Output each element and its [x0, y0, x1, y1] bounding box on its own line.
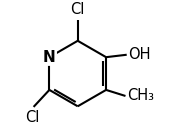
Text: CH₃: CH₃ — [127, 88, 154, 104]
Text: OH: OH — [128, 47, 150, 62]
Text: N: N — [43, 50, 56, 65]
Text: Cl: Cl — [71, 2, 85, 17]
Text: Cl: Cl — [25, 110, 40, 125]
